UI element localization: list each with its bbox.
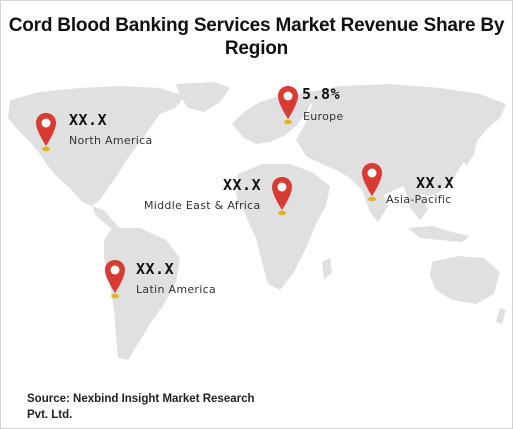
- new-zealand-landmass: [496, 308, 506, 324]
- middle-east-africa-value: XX.X: [223, 176, 262, 194]
- location-pin-icon: [362, 163, 382, 202]
- indonesia-landmass: [408, 226, 470, 242]
- location-pin-icon: [36, 113, 56, 152]
- north-america-value: XX.X: [69, 111, 108, 129]
- chart-title: Cord Blood Banking Services Market Reven…: [8, 15, 505, 59]
- south-america-landmass: [104, 228, 180, 360]
- asia-pacific-value: XX.X: [416, 174, 455, 192]
- asia-pacific-label: Asia-Pacific: [386, 193, 452, 206]
- asia-landmass: [296, 84, 506, 198]
- location-pin-icon: [278, 86, 298, 125]
- location-pin-icon: [105, 260, 125, 299]
- australia-landmass: [430, 256, 500, 304]
- greenland-landmass: [176, 82, 230, 112]
- latin-america-value: XX.X: [136, 260, 175, 278]
- africa-landmass: [236, 164, 330, 290]
- europe-label: Europe: [303, 110, 344, 123]
- central-america-landmass: [92, 206, 120, 232]
- source-note: Source: Nexbind Insight Market Research …: [27, 393, 255, 421]
- europe-value: 5.8%: [302, 85, 341, 103]
- middle-east-africa-label: Middle East & Africa: [144, 199, 261, 212]
- southeast-asia-landmass: [404, 186, 428, 220]
- north-america-label: North America: [69, 134, 153, 147]
- latin-america-label: Latin America: [136, 283, 216, 296]
- location-pin-icon: [272, 177, 292, 216]
- madagascar-landmass: [322, 258, 332, 280]
- world-map: [8, 82, 506, 360]
- japan-landmass: [462, 132, 478, 166]
